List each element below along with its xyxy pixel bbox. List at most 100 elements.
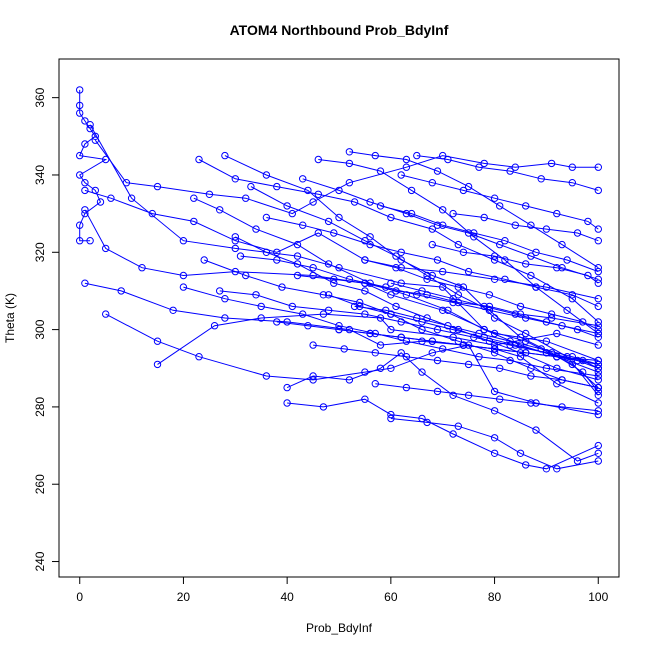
data-point bbox=[200, 256, 208, 264]
data-point bbox=[459, 248, 468, 257]
data-point bbox=[537, 345, 545, 353]
data-point bbox=[594, 322, 602, 330]
data-point bbox=[490, 349, 499, 357]
data-point bbox=[86, 237, 94, 245]
data-point bbox=[350, 198, 359, 206]
y-tick-label: 360 bbox=[33, 87, 47, 107]
data-point bbox=[81, 117, 89, 125]
data-point bbox=[231, 244, 240, 253]
x-tick-label: 100 bbox=[588, 590, 608, 604]
y-axis-label: Theta (K) bbox=[3, 293, 17, 343]
data-point bbox=[537, 175, 545, 183]
data-point bbox=[439, 206, 447, 214]
data-point bbox=[475, 163, 483, 171]
data-point bbox=[594, 163, 602, 171]
series-27 bbox=[397, 171, 602, 233]
series-10 bbox=[283, 349, 602, 465]
data-point bbox=[195, 353, 203, 361]
data-point bbox=[480, 333, 488, 341]
data-point bbox=[423, 271, 431, 280]
data-point bbox=[195, 155, 203, 164]
data-point bbox=[516, 302, 525, 311]
data-point bbox=[397, 279, 405, 287]
data-point bbox=[527, 252, 535, 260]
series-19 bbox=[179, 283, 602, 380]
data-point bbox=[283, 202, 291, 210]
data-point bbox=[558, 322, 566, 330]
data-point bbox=[547, 159, 556, 168]
data-point bbox=[309, 264, 317, 272]
data-point bbox=[127, 194, 136, 202]
data-point bbox=[511, 341, 519, 349]
data-point bbox=[242, 271, 250, 280]
series-line-6 bbox=[157, 313, 599, 365]
data-point bbox=[573, 356, 582, 365]
data-point bbox=[190, 217, 198, 226]
data-point bbox=[257, 302, 265, 311]
series-line-4 bbox=[84, 282, 599, 404]
data-point bbox=[423, 291, 431, 299]
data-point bbox=[573, 325, 582, 334]
data-point bbox=[449, 391, 457, 399]
series-line-17 bbox=[235, 236, 599, 381]
x-tick-label: 40 bbox=[280, 590, 294, 604]
data-point bbox=[558, 376, 566, 384]
data-point bbox=[76, 109, 84, 117]
data-point bbox=[506, 337, 514, 345]
data-point bbox=[506, 167, 514, 175]
series-line-29 bbox=[313, 344, 599, 389]
data-point bbox=[330, 279, 338, 287]
data-point bbox=[454, 298, 462, 307]
data-point bbox=[480, 159, 488, 168]
series-28 bbox=[413, 151, 602, 195]
data-point bbox=[76, 101, 84, 110]
data-point bbox=[433, 325, 442, 334]
data-point bbox=[511, 221, 519, 229]
series-31 bbox=[371, 380, 602, 415]
chart-title: ATOM4 Northbound Prob_BdyInf bbox=[230, 22, 449, 38]
series-line-31 bbox=[375, 383, 599, 412]
series-line-33 bbox=[390, 282, 599, 338]
data-point bbox=[361, 256, 369, 264]
series-line-32 bbox=[276, 321, 599, 361]
data-point bbox=[216, 287, 224, 295]
data-point bbox=[485, 291, 494, 299]
data-point bbox=[324, 291, 333, 299]
data-point bbox=[210, 322, 219, 330]
series-line-22 bbox=[240, 255, 599, 334]
data-point bbox=[257, 314, 265, 322]
data-point bbox=[594, 368, 602, 376]
data-point bbox=[107, 194, 115, 202]
data-point bbox=[387, 291, 395, 299]
data-point bbox=[428, 225, 436, 233]
data-point bbox=[547, 310, 556, 318]
data-point bbox=[584, 271, 592, 280]
data-point bbox=[345, 325, 354, 334]
data-point bbox=[350, 302, 359, 311]
data-point bbox=[309, 372, 317, 380]
series-1 bbox=[91, 136, 602, 218]
data-point bbox=[558, 240, 566, 249]
data-point bbox=[81, 179, 89, 187]
data-point bbox=[594, 391, 602, 399]
data-point bbox=[231, 175, 240, 183]
data-point bbox=[480, 325, 488, 334]
data-point bbox=[371, 380, 379, 388]
data-point bbox=[542, 364, 551, 372]
data-point bbox=[81, 140, 89, 148]
data-point bbox=[273, 248, 281, 257]
data-point bbox=[568, 295, 576, 303]
data-point bbox=[345, 275, 354, 283]
series-line-8 bbox=[198, 159, 599, 323]
data-point bbox=[423, 314, 431, 322]
data-point bbox=[148, 209, 157, 218]
data-point bbox=[169, 306, 177, 314]
data-point bbox=[522, 260, 530, 268]
data-point bbox=[527, 399, 535, 407]
data-point bbox=[397, 264, 405, 272]
data-point bbox=[594, 325, 602, 334]
data-point bbox=[293, 240, 302, 249]
data-point bbox=[299, 175, 307, 183]
data-point bbox=[324, 217, 333, 226]
data-point bbox=[299, 221, 307, 229]
